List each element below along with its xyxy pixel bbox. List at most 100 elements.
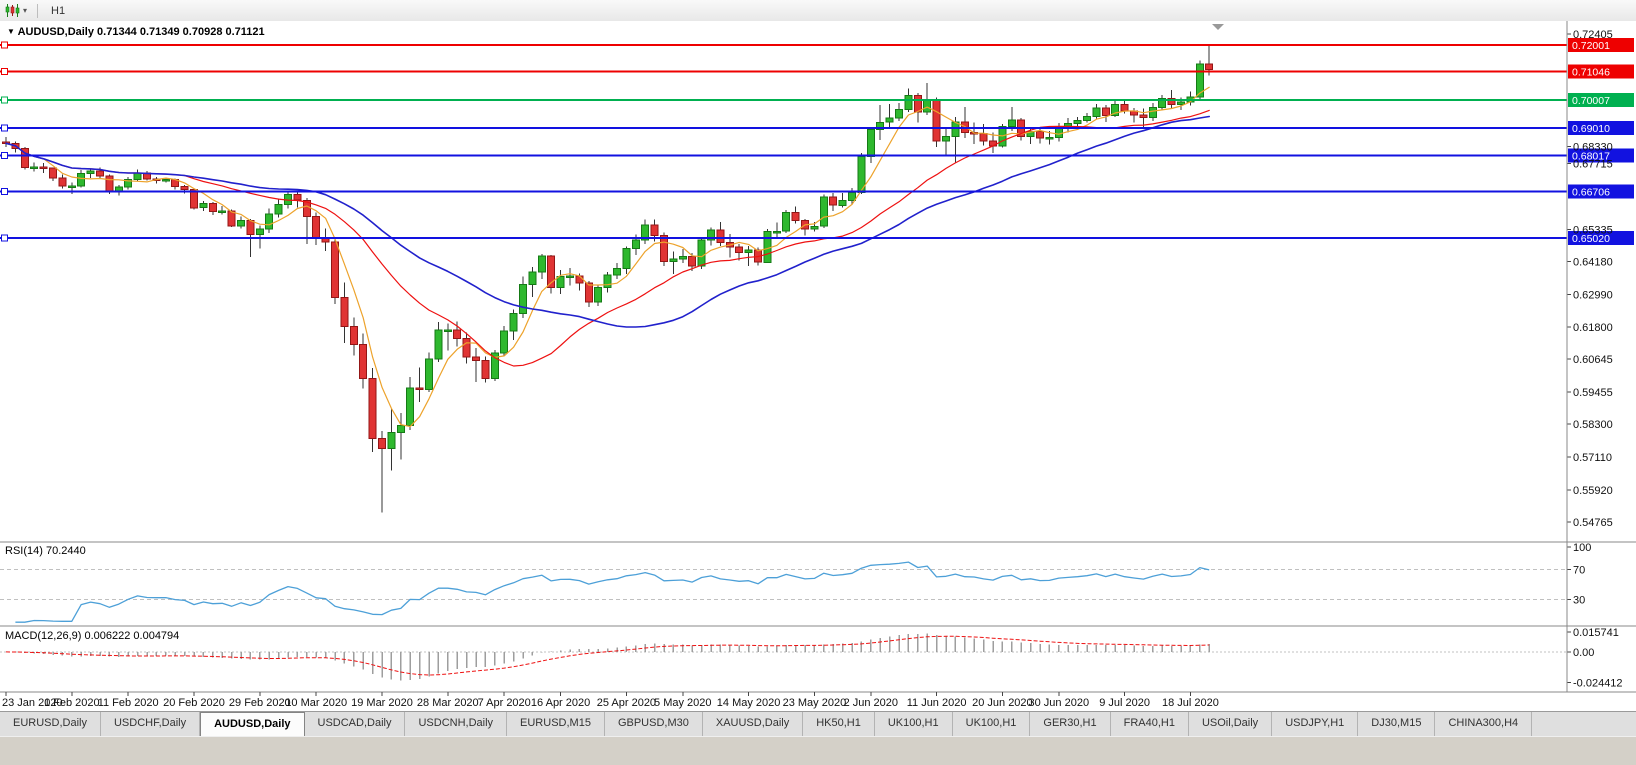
chart-tab-UK100-H1[interactable]: UK100,H1 (875, 712, 953, 737)
x-tick-label: 10 Mar 2020 (285, 697, 347, 709)
bull-candle (77, 172, 86, 187)
bear-candle (349, 325, 358, 345)
bull-candle (218, 210, 227, 213)
bull-candle (199, 203, 208, 209)
bear-candle (49, 167, 57, 179)
bull-candle (594, 287, 603, 303)
bull-candle (895, 108, 903, 119)
bear-candle (453, 329, 462, 339)
hline-handle[interactable] (1, 124, 8, 132)
rsi-tick-label: 100 (1573, 542, 1591, 554)
bear-candle (340, 297, 349, 327)
toolbar: ▾ M1M5M15M30H1H4D1W1MN (0, 0, 1636, 81)
chevron-down-icon: ▾ (23, 6, 28, 15)
bear-candle (20, 147, 29, 168)
x-tick-label: 23 May 2020 (783, 697, 847, 709)
chart-tab-GER30-H1[interactable]: GER30,H1 (1030, 712, 1111, 737)
chart-tab-USDJPY-H1[interactable]: USDJPY,H1 (1272, 712, 1359, 737)
y-axis: 0.72405 0.68330 0.67715 0.65335 0.64180 0.629… (1567, 29, 1613, 529)
bull-candle (622, 247, 631, 270)
bull-candle (885, 117, 894, 123)
y-tick-label: 0.58300 (1573, 419, 1613, 431)
x-tick-label: 29 Feb 2020 (229, 697, 291, 709)
bear-candle (180, 185, 189, 190)
chart-tab-DJ30-M15[interactable]: DJ30,M15 (1358, 712, 1436, 737)
bear-candle (1036, 130, 1044, 139)
bear-candle (331, 241, 339, 299)
chart-tab-EURUSD-Daily[interactable]: EURUSD,Daily (0, 712, 101, 737)
chart-tab-USDCNH-Daily[interactable]: USDCNH,Daily (405, 712, 508, 737)
bear-candle (1139, 114, 1148, 119)
bull-candle (490, 352, 499, 379)
bull-candle (265, 213, 274, 230)
hline-handle[interactable] (1, 68, 8, 75)
hline-handle[interactable] (1, 41, 8, 49)
price-tag-text: 0.66706 (1572, 187, 1610, 199)
hline-handle[interactable] (1, 151, 8, 159)
bull-candle (838, 200, 847, 206)
chart-tab-UK100-H1[interactable]: UK100,H1 (953, 712, 1031, 737)
candles (2, 44, 1214, 513)
bear-candle (359, 343, 368, 379)
chart-tab-FRA40-H1[interactable]: FRA40,H1 (1111, 712, 1189, 737)
timeframe-button-M30[interactable]: M30 (44, 0, 79, 3)
chart-tab-USDCHF-Daily[interactable]: USDCHF,Daily (101, 712, 201, 737)
shift-marker[interactable] (1212, 24, 1224, 30)
bull-candle (519, 283, 527, 314)
x-tick-label: 11 Feb 2020 (98, 697, 159, 709)
bull-candle (537, 255, 546, 273)
bear-candle (650, 224, 659, 236)
hline-handle[interactable] (1, 234, 8, 242)
chart-tab-USDCAD-Daily[interactable]: USDCAD,Daily (305, 712, 406, 737)
y-tick-label: 0.68330 (1573, 142, 1613, 154)
bear-candle (716, 229, 725, 244)
x-tick-label: 2 Jun 2020 (844, 697, 898, 709)
bull-candle (641, 224, 650, 241)
chart-tab-XAUUSD-Daily[interactable]: XAUUSD,Daily (703, 712, 804, 737)
bull-candle (255, 228, 264, 235)
ma-line-34 (5, 115, 1210, 328)
pane-separators (0, 21, 1636, 693)
bull-candle (425, 358, 433, 390)
bull-candle (763, 230, 772, 263)
bull-candle (528, 271, 537, 285)
bull-candle (161, 179, 170, 182)
bull-candle (848, 192, 856, 201)
bull-candle (782, 211, 791, 232)
bull-candle (566, 275, 574, 279)
bear-candle (584, 282, 593, 303)
timeframe-button-H1[interactable]: H1 (51, 4, 66, 17)
symbol-dropdown-icon[interactable]: ▼ (7, 27, 15, 36)
y-tick-label: 0.55920 (1573, 485, 1613, 497)
chart-tab-AUDUSD-Daily[interactable]: AUDUSD,Daily (200, 712, 305, 737)
bear-candle (190, 189, 198, 209)
chart-type-button[interactable]: ▾ (0, 2, 32, 19)
x-tick-label: 5 May 2020 (654, 697, 711, 709)
symbol-ohlc-text: AUDUSD,Daily 0.71344 0.71349 0.70928 0.7… (17, 26, 265, 38)
y-tick-label: 0.65335 (1573, 225, 1613, 237)
chart-tab-USOil-Daily[interactable]: USOil,Daily (1189, 712, 1273, 737)
bull-candle (876, 121, 885, 131)
price-tag-text: 0.69010 (1572, 123, 1610, 135)
hline-handle[interactable] (1, 96, 8, 104)
bull-candle (678, 256, 687, 260)
bear-candle (1205, 63, 1214, 70)
bull-candle (443, 329, 452, 332)
price-tag (1568, 148, 1634, 163)
toolbar-separator (37, 3, 39, 18)
chart-tab-GBPUSD-M30[interactable]: GBPUSD,M30 (605, 712, 703, 737)
bear-candle (39, 166, 48, 169)
candlestick-chart-icon (5, 4, 20, 17)
hline-handle[interactable] (1, 188, 8, 195)
rsi-tick-label: 70 (1573, 564, 1585, 576)
chart-tab-HK50-H1[interactable]: HK50,H1 (803, 712, 875, 737)
chart-tab-CHINA300-H4[interactable]: CHINA300,H4 (1435, 712, 1533, 737)
bull-candle (744, 249, 753, 254)
bear-candle (481, 359, 490, 379)
macd-tick-label: 0.015741 (1573, 627, 1619, 639)
bull-candle (124, 178, 133, 188)
x-tick-label: 20 Jun 2020 (972, 697, 1033, 709)
chart-tab-EURUSD-M15[interactable]: EURUSD,M15 (507, 712, 605, 737)
chart-area: 0.72001 0.71046 0.70007 0.69010 0.68017 0.667… (0, 21, 1636, 711)
bull-candle (1073, 120, 1082, 125)
